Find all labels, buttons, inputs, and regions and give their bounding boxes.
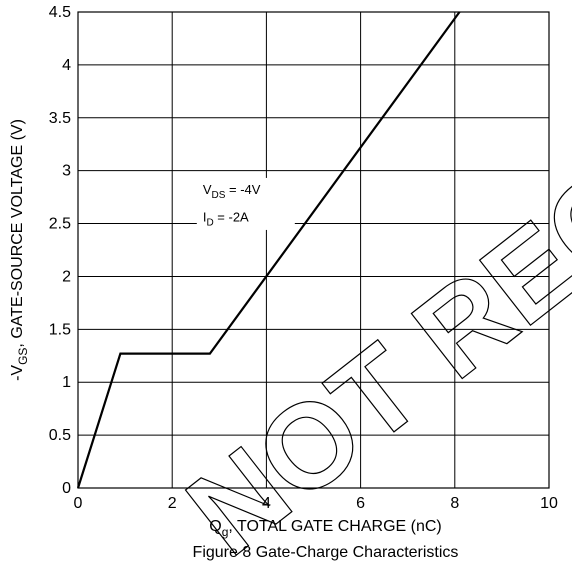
y-tick-label: 0.5: [49, 427, 71, 444]
y-tick-label: 2: [62, 268, 71, 285]
x-tick-label: 0: [74, 495, 83, 512]
annotation-box: VDS = -4V ID = -2A: [196, 177, 295, 230]
y-tick-labels: 0 0.5 1 1.5 2 2.5 3 3.5 4 4.5: [49, 4, 71, 497]
annotation-vds: VDS = -4V: [203, 182, 261, 201]
x-tick-label: 4: [262, 495, 271, 512]
plot-frame: [77, 11, 550, 489]
y-tick-label: 4.5: [49, 4, 71, 21]
y-tick-label: 1.5: [49, 321, 71, 338]
watermark: NOT RECOMMENDED: [163, 0, 572, 579]
x-tick-label: 8: [450, 495, 459, 512]
y-axis-label: -VGS, GATE-SOURCE VOLTAGE (V): [9, 119, 30, 381]
y-tick-label: 1: [62, 374, 71, 391]
x-tick-label: 6: [356, 495, 365, 512]
plot-border: [77, 11, 550, 489]
y-tick-label: 4: [62, 57, 71, 74]
series-layer: [76, 11, 461, 489]
x-tick-label: 2: [168, 495, 177, 512]
figure-caption: Figure 8 Gate-Charge Characteristics: [193, 544, 459, 561]
series-line-0: [76, 11, 461, 489]
x-axis-label: Qg, TOTAL GATE CHARGE (nC): [209, 518, 442, 539]
x-tick-labels: 0 2 4 6 8 10: [74, 495, 558, 512]
y-tick-label: 2.5: [49, 216, 71, 233]
annotation-id: ID = -2A: [203, 209, 249, 228]
y-tick-label: 3: [62, 163, 71, 180]
y-tick-label: 0: [62, 480, 71, 497]
y-tick-label: 3.5: [49, 110, 71, 127]
watermark-line-1: NOT RECOMMENDED: [164, 0, 572, 579]
x-tick-label: 10: [540, 495, 558, 512]
